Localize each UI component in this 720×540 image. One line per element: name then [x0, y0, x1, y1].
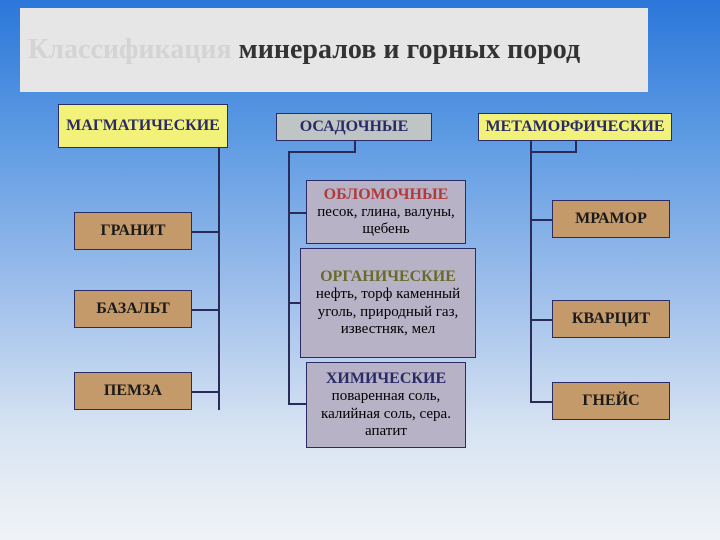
header-sedimentary: ОСАДОЧНЫЕ	[276, 113, 432, 141]
connector	[575, 141, 577, 151]
header-magmatic: МАГМАТИЧЕСКИЕ	[58, 104, 228, 148]
connector	[192, 391, 220, 393]
connector	[530, 219, 552, 221]
connector	[530, 319, 552, 321]
sed-organic-body: нефть, торф каменный уголь, природный га…	[301, 286, 475, 338]
header-metamorphic: МЕТАМОРФИЧЕСКИЕ	[478, 113, 672, 141]
title-highlight: Классификация	[28, 34, 232, 65]
connector	[288, 151, 356, 153]
connector	[530, 151, 577, 153]
connector	[218, 148, 220, 410]
connector	[288, 151, 290, 405]
leaf-basalt: БАЗАЛЬТ	[74, 290, 192, 328]
sed-clastic-body: песок, глина, валуны, щебень	[307, 204, 465, 239]
sed-clastic: ОБЛОМОЧНЫЕ песок, глина, валуны, щебень	[306, 180, 466, 244]
leaf-quartzite: КВАРЦИТ	[552, 300, 670, 338]
leaf-marble: МРАМОР	[552, 200, 670, 238]
page-title: Классификация минералов и горных пород	[20, 8, 648, 92]
connector	[192, 309, 220, 311]
sed-chemical-body: поваренная соль, калийная соль, сера. ап…	[307, 388, 465, 440]
connector	[288, 403, 306, 405]
leaf-pumice: ПЕМЗА	[74, 372, 192, 410]
connector	[192, 231, 220, 233]
sed-organic: ОРГАНИЧЕСКИЕ нефть, торф каменный уголь,…	[300, 248, 476, 358]
connector	[354, 141, 356, 151]
leaf-gneiss: ГНЕЙС	[552, 382, 670, 420]
connector	[288, 212, 306, 214]
sed-chemical: ХИМИЧЕСКИЕ поваренная соль, калийная сол…	[306, 362, 466, 448]
sed-clastic-title: ОБЛОМОЧНЫЕ	[324, 186, 449, 204]
diagram-stage: Классификация минералов и горных пород М…	[0, 0, 720, 540]
connector	[530, 141, 532, 401]
connector	[530, 401, 552, 403]
sed-chemical-title: ХИМИЧЕСКИЕ	[326, 370, 446, 388]
leaf-granite: ГРАНИТ	[74, 212, 192, 250]
sed-organic-title: ОРГАНИЧЕСКИЕ	[320, 268, 456, 286]
title-rest: минералов и горных пород	[232, 34, 581, 65]
connector	[288, 302, 300, 304]
